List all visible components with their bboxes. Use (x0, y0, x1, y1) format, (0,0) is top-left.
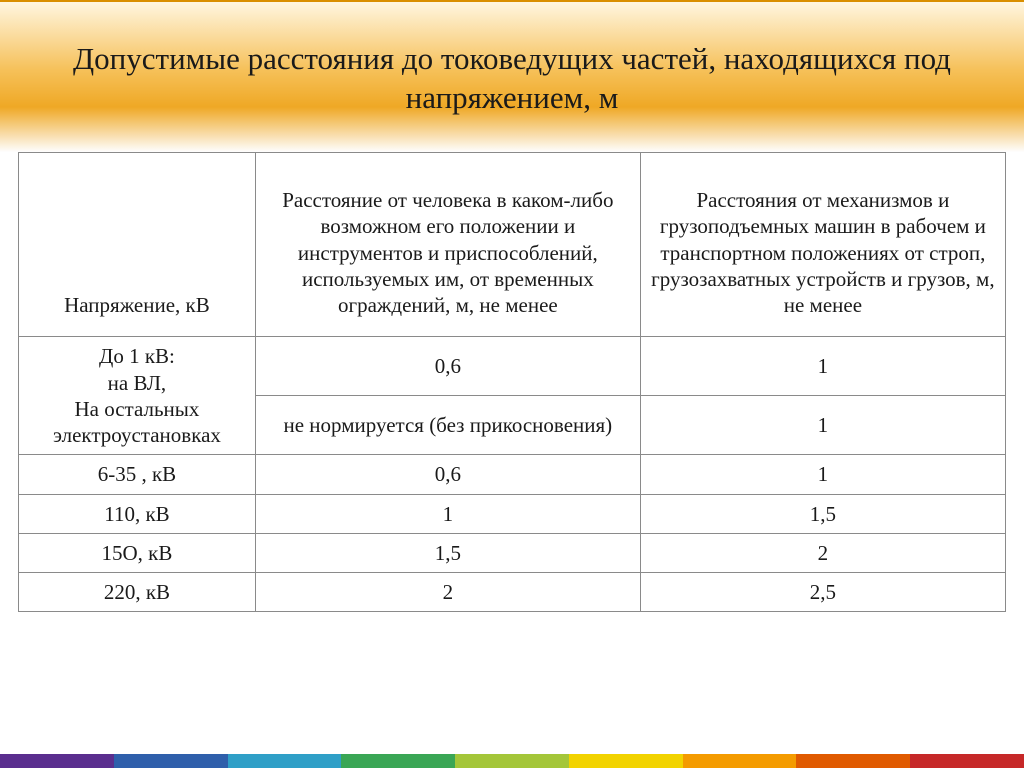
cell-voltage: 220, кВ (19, 573, 256, 612)
table-row: 110, кВ 1 1,5 (19, 494, 1006, 533)
cell-machine: 1 (640, 337, 1005, 396)
cell-human: 1 (255, 494, 640, 533)
cell-human: не нормируется (без прикосновения) (255, 396, 640, 455)
footer-stripe (228, 754, 342, 768)
footer-stripe (455, 754, 569, 768)
table-row: До 1 кВ: на ВЛ, На остальных электроуста… (19, 337, 1006, 396)
col-machine-distance: Расстояния от механизмов и грузоподъемны… (640, 153, 1005, 337)
col-human-distance: Расстояние от человека в каком-либо возм… (255, 153, 640, 337)
table-row: 6-35 , кВ 0,6 1 (19, 455, 1006, 494)
cell-human: 0,6 (255, 455, 640, 494)
footer-stripe (341, 754, 455, 768)
cell-human: 2 (255, 573, 640, 612)
cell-human: 1,5 (255, 533, 640, 572)
cell-voltage: 15О, кВ (19, 533, 256, 572)
footer-stripe (114, 754, 228, 768)
slide: Допустимые расстояния до токоведущих час… (0, 0, 1024, 768)
table-row: 15О, кВ 1,5 2 (19, 533, 1006, 572)
rainbow-footer (0, 754, 1024, 768)
cell-machine: 2,5 (640, 573, 1005, 612)
distances-table: Напряжение, кВ Расстояние от человека в … (18, 152, 1006, 612)
footer-stripe (796, 754, 910, 768)
page-title: Допустимые расстояния до токоведущих час… (50, 40, 974, 118)
footer-stripe (683, 754, 797, 768)
title-band: Допустимые расстояния до токоведущих час… (0, 2, 1024, 152)
cell-human: 0,6 (255, 337, 640, 396)
cell-voltage-upto1kv: До 1 кВ: на ВЛ, На остальных электроуста… (19, 337, 256, 455)
col-voltage: Напряжение, кВ (19, 153, 256, 337)
table-row: 220, кВ 2 2,5 (19, 573, 1006, 612)
footer-stripe (910, 754, 1024, 768)
footer-stripe (0, 754, 114, 768)
cell-machine: 1 (640, 455, 1005, 494)
cell-machine: 2 (640, 533, 1005, 572)
footer-stripe (569, 754, 683, 768)
cell-voltage: 6-35 , кВ (19, 455, 256, 494)
table-container: Напряжение, кВ Расстояние от человека в … (0, 152, 1024, 612)
table-header-row: Напряжение, кВ Расстояние от человека в … (19, 153, 1006, 337)
cell-machine: 1 (640, 396, 1005, 455)
cell-voltage: 110, кВ (19, 494, 256, 533)
cell-machine: 1,5 (640, 494, 1005, 533)
